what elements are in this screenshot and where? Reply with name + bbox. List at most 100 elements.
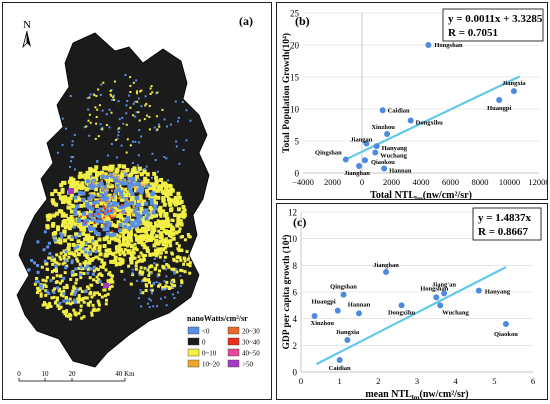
legend-swatch (227, 326, 240, 335)
data-point (437, 302, 444, 309)
legend-item-label: <0 (202, 328, 210, 336)
point-label: Jiangan (350, 137, 372, 144)
north-arrow-icon (22, 30, 31, 49)
point-label: Hannan (348, 301, 371, 308)
data-point (344, 337, 351, 343)
y-axis-label: Total Population Growth(10⁴) (281, 33, 292, 153)
x-tick-label: 5 (492, 376, 496, 386)
data-point (475, 287, 482, 294)
scale-tick-10: 10 (42, 370, 50, 378)
data-point (363, 140, 370, 147)
x-tick-label: 8000 (472, 177, 489, 187)
x-tick-label: 12000 (528, 177, 547, 187)
r-value-text: R = 0.7051 (448, 27, 498, 39)
data-point (356, 310, 362, 317)
y-tick-label: 0 (293, 368, 298, 378)
data-point (441, 290, 448, 297)
x-tick-label: 2000 (383, 177, 400, 187)
data-point (510, 88, 517, 95)
point-label: Xinzhou (311, 320, 335, 327)
legend-swatch (227, 337, 240, 346)
panel-label: (c) (293, 215, 306, 229)
y-tick-label: 10 (290, 105, 300, 115)
point-label: Xinzhou (371, 124, 395, 131)
data-point (383, 269, 390, 275)
y-tick-label: 8 (293, 261, 298, 271)
data-point (425, 42, 432, 48)
point-label: Wuchang (380, 153, 407, 160)
north-label: N (23, 19, 31, 31)
panel-a-label: (a) (239, 14, 253, 28)
data-point (407, 117, 414, 124)
point-label: Huangpi (312, 299, 336, 306)
point-label: Qingshan (315, 150, 342, 157)
equation-text: y = 0.0011x + 3.3285 (448, 13, 543, 25)
x-tick-label: 1 (338, 376, 342, 386)
point-label: Caidian (388, 107, 410, 114)
y-tick-label: 0 (295, 169, 300, 179)
scale-tick-40: 40 Km (115, 370, 135, 378)
legend-item-label: 30~40 (242, 339, 260, 347)
data-point (433, 294, 440, 301)
point-label: Dongxihu (416, 120, 443, 127)
y-tick-label: 20 (290, 41, 300, 51)
data-point (379, 107, 386, 114)
legend-item-label: 0 (202, 339, 206, 347)
point-label: Hannan (389, 168, 412, 175)
data-point (372, 149, 379, 156)
legend: <0 20~30 0 30~40 0~10 40~50 10~20 >50 (187, 326, 260, 369)
point-label: Jiang'an (432, 281, 456, 288)
data-point (381, 165, 388, 172)
x-axis-label: Total NTLlm(nw/cm²/sr) (370, 190, 472, 199)
trend-line (345, 75, 521, 161)
y-tick-label: 5 (295, 137, 300, 147)
x-tick-label: 6 (531, 376, 535, 386)
point-label: Qiaokou (371, 159, 395, 166)
point-label: Wuchang (442, 309, 469, 316)
x-tick-label: 4 (454, 376, 459, 386)
y-tick-label: 2 (293, 341, 298, 351)
x-tick-label: 6000 (442, 177, 459, 187)
legend-item-label: 0~10 (202, 350, 217, 358)
map-panel: N (a) nanoWatts/cm²/sr <0 20~30 0 30~40 0~10… (2, 2, 272, 400)
chart-c-panel: 0 2 4 6 8 10 12 0 1 2 3 4 5 6 Jianghan Qingshan Jiang'an… (276, 203, 548, 402)
trend-line (315, 266, 507, 366)
panel-label: (b) (295, 14, 310, 28)
y-tick-label: 12 (288, 208, 297, 218)
y-tick-label: 15 (290, 73, 300, 83)
legend-swatch (187, 337, 200, 346)
legend-item-label: >50 (242, 361, 253, 369)
data-point (336, 357, 343, 363)
legend-item-label: 40~50 (242, 350, 260, 358)
point-label: Hanyang (485, 289, 511, 296)
data-point (384, 130, 391, 137)
point-label: Hongshan (420, 285, 449, 292)
data-point (502, 321, 509, 327)
x-tick-label: −4000 (292, 177, 314, 187)
legend-swatch (227, 359, 240, 368)
x-tick-label: 0 (299, 376, 303, 386)
map-light-pixels (25, 74, 192, 321)
y-tick-label: 4 (293, 314, 298, 324)
data-point (340, 291, 347, 298)
point-label: Hanyang (382, 145, 408, 152)
data-point (373, 143, 380, 150)
x-tick-label: 0 (360, 177, 364, 187)
equation-text: y = 1.4837x (478, 212, 532, 224)
legend-swatch (187, 326, 200, 335)
x-axis-label: mean NTLlm(nw/cm²/sr) (365, 389, 468, 399)
point-label: Hongshan (434, 42, 463, 49)
equation-box (442, 8, 544, 42)
data-point (334, 307, 341, 314)
legend-swatch (187, 359, 200, 368)
point-label: Dongxihu (388, 309, 415, 316)
chart-b: 0 5 10 15 20 25 −4000 2000 0 2000 4000 6000 8000 1000… (281, 8, 550, 204)
x-tick-label: 2000 (324, 177, 341, 187)
legend-item-label: 10~20 (202, 361, 220, 369)
r-value-text: R = 0.8667 (478, 226, 528, 238)
scale-tick-0: 0 (17, 370, 21, 378)
legend-swatch (187, 348, 200, 357)
legend-title: nanoWatts/cm²/sr (187, 314, 248, 323)
map-svg: N (a) nanoWatts/cm²/sr <0 20~30 0 30~40 0~10… (16, 14, 260, 382)
